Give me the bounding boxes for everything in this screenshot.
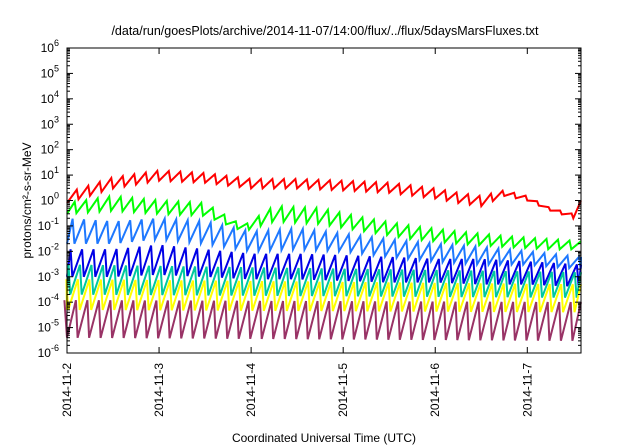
y-tick-label: 104: [41, 89, 59, 106]
y-tick-label: 10-3: [38, 267, 59, 284]
chart-title: /data/run/goesPlots/archive/2014-11-07/1…: [111, 24, 539, 38]
x-tick-label: 2014-11-6: [428, 363, 442, 417]
y-tick-label: 100: [41, 191, 59, 208]
x-tick-label: 2014-11-3: [152, 363, 166, 417]
x-tick-label: 2014-11-5: [336, 363, 350, 417]
y-tick-label: 103: [41, 114, 59, 131]
flux-series-6: [65, 278, 582, 313]
flux-series-4: [66, 244, 582, 287]
y-tick-label: 10-1: [38, 216, 59, 233]
y-tick-label: 101: [41, 165, 59, 182]
flux-series-2: [66, 193, 582, 252]
y-tick-label: 10-2: [38, 241, 59, 258]
y-axis-label: protons/cm²-s-sr-MeV: [20, 142, 34, 258]
series-layer: [63, 168, 582, 342]
flux-series-1: [66, 168, 582, 222]
x-tick-label: 2014-11-2: [60, 363, 74, 417]
flux-series-3: [66, 214, 582, 271]
x-tick-label: 2014-11-7: [520, 363, 534, 417]
y-tick-label: 10-5: [38, 318, 59, 335]
y-tick-label: 10-4: [38, 292, 59, 309]
flux-series-7: [63, 299, 582, 342]
y-axis: 10-6 10-5 10-4 10-3 10-2 10-1 100 101 102 103 104 1…: [38, 38, 581, 360]
x-axis: 2014-11-2 2014-11-3 2014-11-4 2014-11-5 2014…: [60, 48, 534, 417]
x-tick-label: 2014-11-4: [244, 363, 258, 417]
y-tick-label: 102: [41, 140, 59, 157]
flux-series-5: [66, 264, 582, 298]
x-axis-label: Coordinated Universal Time (UTC): [232, 431, 416, 445]
y-tick-label: 106: [41, 38, 59, 55]
y-tick-label: 105: [41, 63, 59, 80]
y-tick-label: 10-6: [38, 343, 59, 360]
